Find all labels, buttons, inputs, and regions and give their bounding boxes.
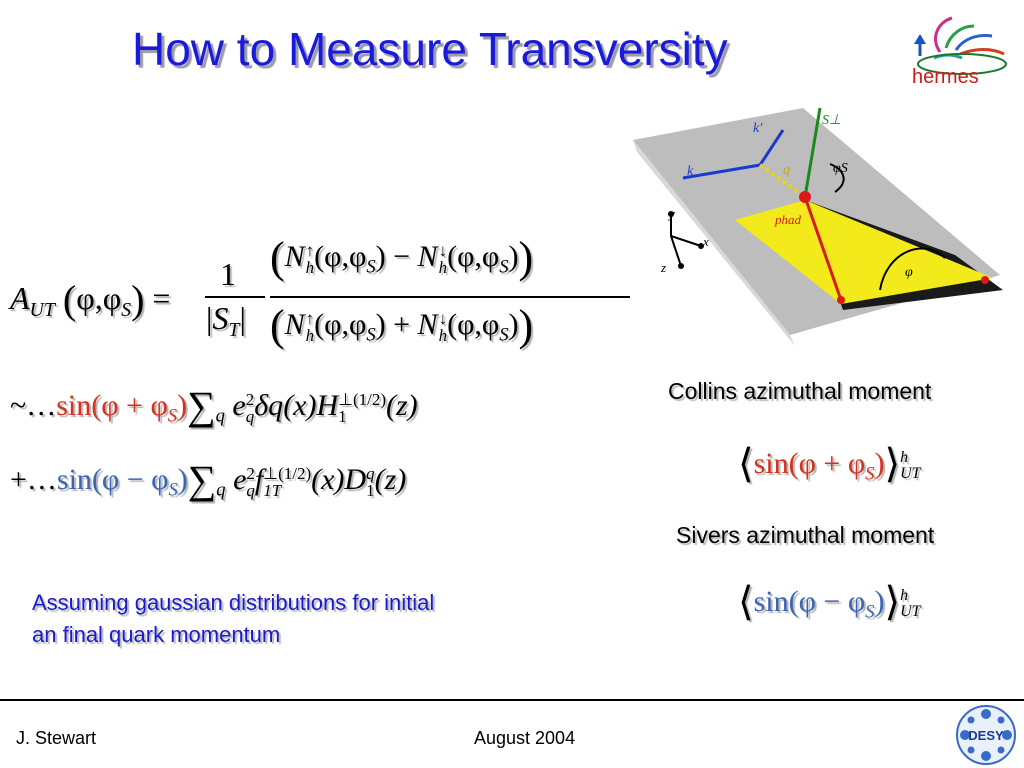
y-axis-label: y xyxy=(667,206,675,221)
s-perp-vector xyxy=(803,107,822,198)
k-label: k xyxy=(687,164,694,179)
collins-moment: ⟨sin(φ + φS)⟩ h UT xyxy=(738,441,921,486)
footer-author: J. Stewart xyxy=(16,728,97,748)
phi-s-arc xyxy=(829,163,845,193)
phi-label: φ xyxy=(905,265,913,280)
phi-arc xyxy=(879,247,946,291)
asymmetry-numerator: (N ↑ h (φ,φS) − N ↓ h (φ,φS)) xyxy=(270,233,534,282)
desy-logo: DESY xyxy=(956,705,1016,765)
footer-divider xyxy=(0,699,1024,701)
page-title: How to Measure Transversity xyxy=(132,23,728,75)
s-perp-label: S⊥ xyxy=(822,113,841,128)
x-axis-label: x xyxy=(702,234,709,249)
p-had-label: phad xyxy=(774,212,802,227)
phi-s-label: φS xyxy=(833,161,848,176)
sivers-moment: ⟨sin(φ − φS)⟩ h UT xyxy=(738,579,921,624)
one-numerator: 1 xyxy=(220,256,236,292)
k-prime-label: k′ xyxy=(753,121,763,136)
hermes-logo-text: hermes xyxy=(912,66,979,88)
desy-logo-text: DESY xyxy=(968,728,1004,743)
assumption-line-2: an final quark momentum xyxy=(32,622,281,647)
abs-st-denominator: |ST| xyxy=(206,300,246,341)
vertex-dot xyxy=(799,191,811,203)
q-label: q xyxy=(783,163,790,178)
fraction-bar-small xyxy=(205,296,265,298)
p-had-vector xyxy=(803,196,843,301)
footer-date: August 2004 xyxy=(474,728,576,748)
fraction-bar-large xyxy=(270,296,630,298)
sivers-term: +…sin(φ − φS)∑q e 2 q f ⊥(1/2) 1T (x)D q 1 (z) xyxy=(10,457,407,502)
hermes-logo xyxy=(914,16,1007,75)
scattering-diagram: k′ k q S⊥ φS phad φ y x z xyxy=(633,107,1003,346)
asymmetry-lhs: AUT (φ,φS) = xyxy=(10,277,171,322)
assumption-line-1: Assuming gaussian distributions for init… xyxy=(32,590,435,615)
collins-term: ~…sin(φ + φS)∑q e 2 q δq(x)H ⊥(1/2) 1 (z) xyxy=(10,383,418,428)
k-prime-vector xyxy=(758,129,785,166)
q-vector xyxy=(758,163,807,199)
asymmetry-denominator: (N ↑ h (φ,φS) + N ↓ h (φ,φS)) xyxy=(270,301,534,350)
z-axis-label: z xyxy=(660,260,666,275)
collins-label: Collins azimuthal moment xyxy=(668,378,932,404)
sivers-label: Sivers azimuthal moment xyxy=(676,522,935,548)
k-vector xyxy=(682,163,761,180)
